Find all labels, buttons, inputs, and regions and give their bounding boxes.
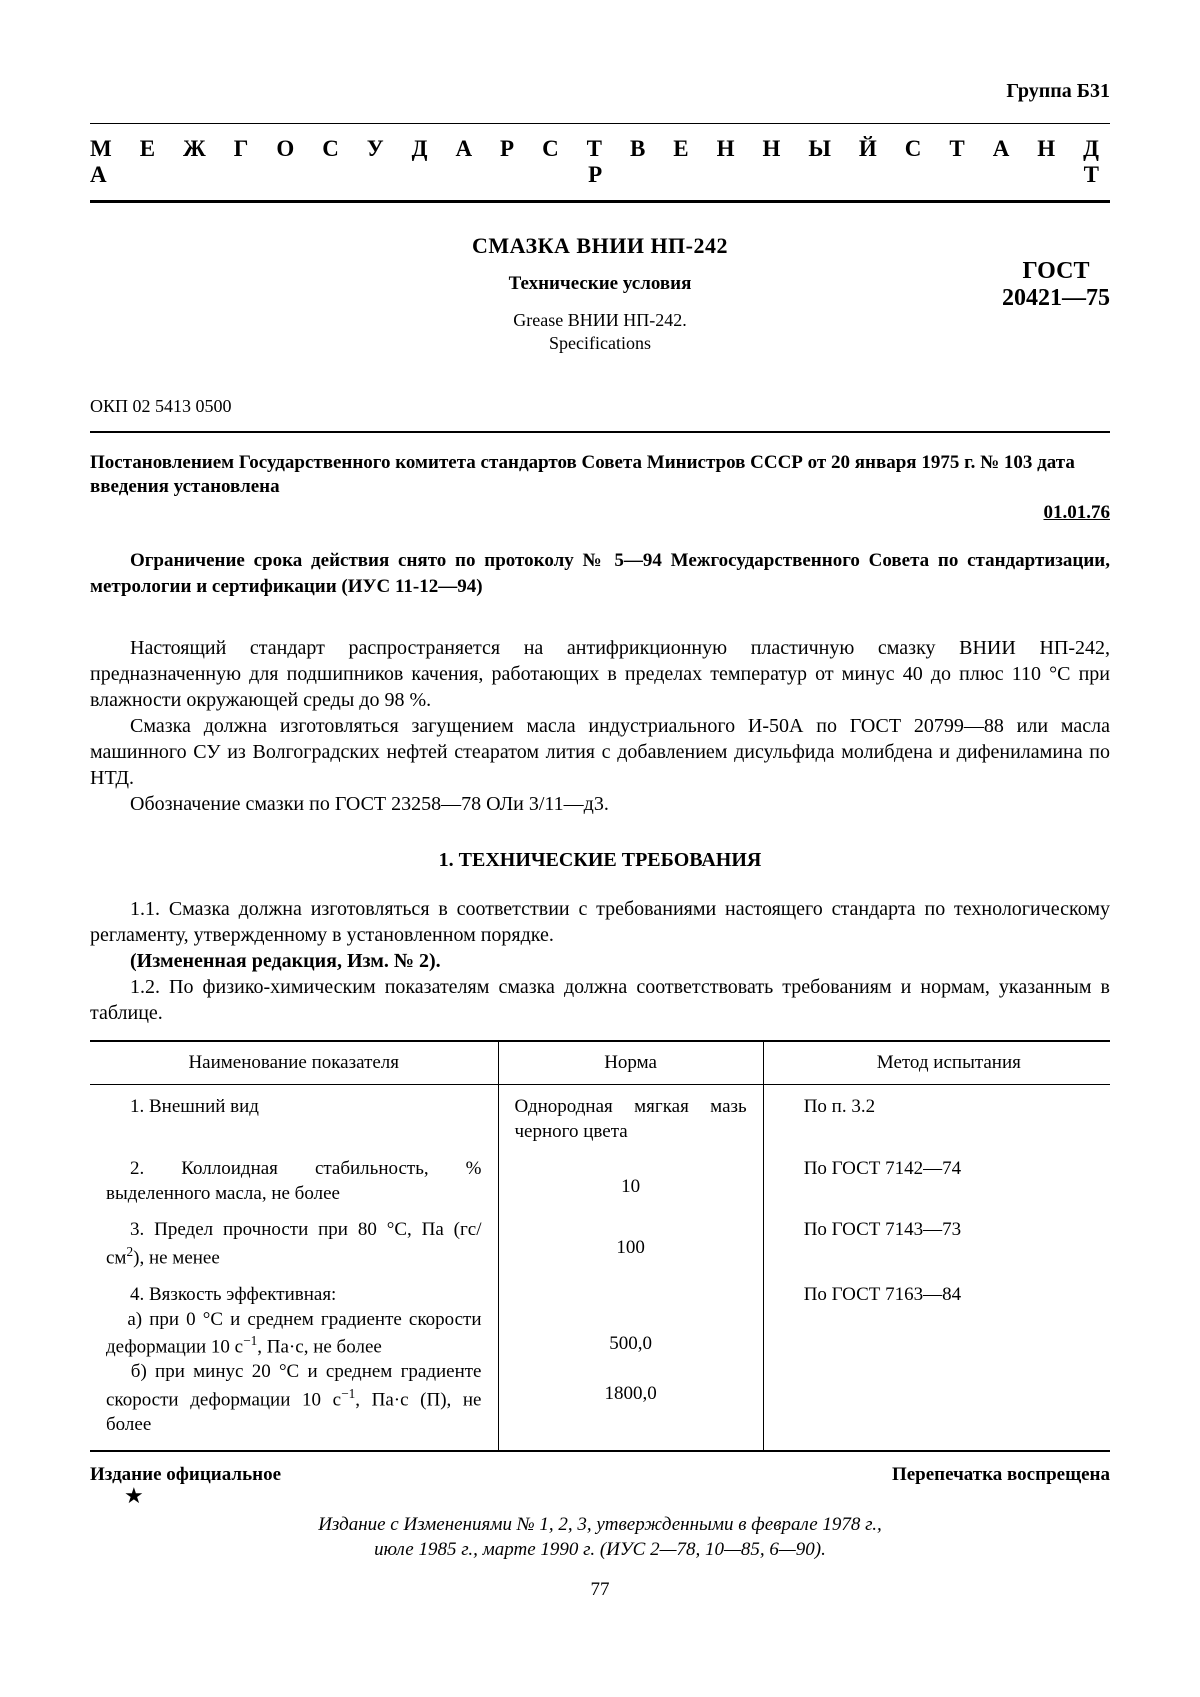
intro-para-2: Смазка должна изготовляться загущением м… xyxy=(90,713,1110,791)
title-block: СМАЗКА ВНИИ НП-242 Технические условия G… xyxy=(90,233,1110,356)
spec-table: Наименование показателя Норма Метод испы… xyxy=(90,1040,1110,1451)
table-row: 2. Коллоидная стабильность, % выделенног… xyxy=(90,1151,1110,1212)
page-number: 77 xyxy=(90,1579,1110,1601)
cell-norm: 500,0 1800,0 xyxy=(498,1277,763,1451)
th-name: Наименование показателя xyxy=(90,1041,498,1085)
cell-name: 4. Вязкость эффективная: а) при 0 °С и с… xyxy=(90,1277,498,1451)
th-method: Метод испытания xyxy=(763,1041,1110,1085)
cell-method: По ГОСТ 7142—74 xyxy=(763,1151,1110,1212)
edition-line-1: Издание с Изменениями № 1, 2, 3, утвержд… xyxy=(90,1513,1110,1538)
gost-block: ГОСТ 20421—75 xyxy=(1002,258,1110,312)
footer-left: Издание официальное xyxy=(90,1464,281,1486)
footer-right: Перепечатка воспрещена xyxy=(892,1464,1110,1486)
banner-title: М Е Ж Г О С У Д А Р С Т В Е Н Н Ы Й С Т … xyxy=(90,123,1110,203)
title-eng-1: Grease ВНИИ НП-242. xyxy=(472,309,728,332)
section-1-heading: 1. ТЕХНИЧЕСКИЕ ТРЕБОВАНИЯ xyxy=(90,849,1110,872)
edition-line-2: июле 1985 г., марте 1990 г. (ИУС 2—78, 1… xyxy=(90,1538,1110,1563)
cell-name: 1. Внешний вид xyxy=(90,1085,498,1151)
intro-para-1: Настоящий стандарт распространяется на а… xyxy=(90,635,1110,713)
gost-number: 20421—75 xyxy=(1002,285,1110,312)
title-main: СМАЗКА ВНИИ НП-242 xyxy=(472,233,728,259)
gost-label: ГОСТ xyxy=(1002,258,1110,285)
cell-method: По ГОСТ 7163—84 xyxy=(763,1277,1110,1451)
cell-norm: 10 xyxy=(498,1151,763,1212)
cell-method: По ГОСТ 7143—73 xyxy=(763,1212,1110,1277)
document-page: Группа Б31 М Е Ж Г О С У Д А Р С Т В Е Н… xyxy=(0,0,1200,1697)
norm-b: 1800,0 xyxy=(515,1382,747,1407)
edition-note: Издание с Изменениями № 1, 2, 3, утвержд… xyxy=(90,1513,1110,1562)
cell-name: 3. Предел прочности при 80 °С, Па (гс/см… xyxy=(90,1212,498,1277)
limitation-note: Ограничение срока действия снято по прот… xyxy=(90,548,1110,599)
intro-para-3: Обозначение смазки по ГОСТ 23258—78 ОЛи … xyxy=(90,791,1110,817)
th-norm: Норма xyxy=(498,1041,763,1085)
divider xyxy=(90,431,1110,433)
cell-method: По п. 3.2 xyxy=(763,1085,1110,1151)
star-icon: ★ xyxy=(124,1486,1110,1506)
cell-name: 2. Коллоидная стабильность, % выделенног… xyxy=(90,1151,498,1212)
clause-1-1: 1.1. Смазка должна изготовляться в соотв… xyxy=(90,896,1110,948)
table-row: 1. Внешний вид Однородная мягкая мазь че… xyxy=(90,1085,1110,1151)
title-eng-2: Specifications xyxy=(472,332,728,355)
effective-date: 01.01.76 xyxy=(90,502,1110,524)
changed-note: (Измененная редакция, Изм. № 2). xyxy=(90,948,1110,974)
group-label: Группа Б31 xyxy=(90,80,1110,103)
clause-1-2: 1.2. По физико-химическим показателям см… xyxy=(90,974,1110,1026)
table-row: 3. Предел прочности при 80 °С, Па (гс/см… xyxy=(90,1212,1110,1277)
footer-row: Издание официальное Перепечатка воспреще… xyxy=(90,1464,1110,1486)
table-row: 4. Вязкость эффективная: а) при 0 °С и с… xyxy=(90,1277,1110,1451)
cell-norm: Однородная мягкая мазь черного цвета xyxy=(498,1085,763,1151)
cell-norm: 100 xyxy=(498,1212,763,1277)
decree-text: Постановлением Государственного комитета… xyxy=(90,451,1110,500)
title-sub: Технические условия xyxy=(472,273,728,295)
okp-code: ОКП 02 5413 0500 xyxy=(90,396,1110,417)
norm-a: 500,0 xyxy=(515,1332,747,1357)
